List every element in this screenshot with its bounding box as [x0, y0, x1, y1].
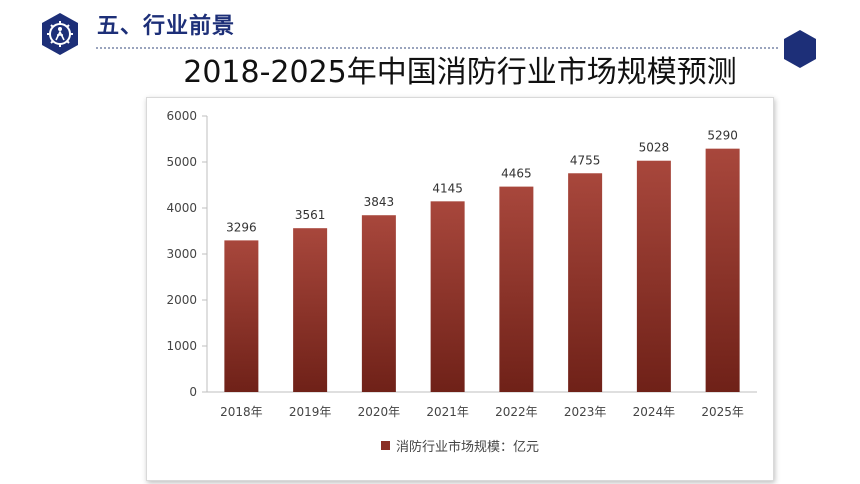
chart-title: 2018-2025年中国消防行业市场规模预测 — [183, 55, 737, 90]
x-tick-label: 2018年 — [220, 405, 263, 419]
data-label: 5028 — [639, 141, 670, 155]
bar-1 — [293, 228, 328, 392]
bar-0 — [224, 240, 259, 392]
x-tick-label: 2024年 — [633, 405, 676, 419]
bar-3 — [430, 201, 465, 392]
bar-5 — [568, 173, 603, 392]
x-tick-label: 2022年 — [495, 405, 538, 419]
data-label: 5290 — [707, 129, 738, 143]
x-tick-label: 2025年 — [701, 405, 744, 419]
x-tick-label: 2019年 — [289, 405, 332, 419]
y-tick-label: 1000 — [166, 339, 197, 353]
header-divider — [96, 47, 778, 49]
y-tick-label: 5000 — [166, 155, 197, 169]
y-tick-label: 6000 — [166, 109, 197, 123]
legend-swatch — [380, 441, 390, 450]
x-tick-label: 2021年 — [426, 405, 469, 419]
bar-chart: 0 1000 2000 3000 4000 5000 6000 3296 2018年 3561 20… — [166, 109, 757, 419]
data-label: 4465 — [501, 167, 532, 181]
bar-6 — [636, 160, 671, 392]
bar-4 — [499, 186, 534, 392]
data-label: 3296 — [226, 220, 257, 234]
hexagon-icon — [784, 30, 816, 68]
x-tick-label: 2023年 — [564, 405, 607, 419]
y-tick-label: 0 — [189, 385, 197, 399]
data-label: 4145 — [432, 181, 463, 195]
chart-frame: 0 1000 2000 3000 4000 5000 6000 3296 2018年 3561 20… — [146, 97, 774, 481]
bar-2 — [361, 215, 396, 392]
y-tick-label: 3000 — [166, 247, 197, 261]
x-tick-label: 2020年 — [358, 405, 401, 419]
y-tick-label: 4000 — [166, 201, 197, 215]
data-label: 3561 — [295, 208, 326, 222]
bar-7 — [705, 148, 740, 392]
legend-label: 消防行业市场规模：亿元 — [395, 440, 539, 455]
data-label: 4755 — [570, 153, 601, 167]
y-tick-label: 2000 — [166, 293, 197, 307]
data-label: 3843 — [364, 195, 395, 209]
gear-figure-icon — [42, 13, 78, 55]
chart-legend: 消防行业市场规模：亿元 — [147, 436, 773, 455]
section-title: 五、行业前景 — [97, 14, 236, 39]
